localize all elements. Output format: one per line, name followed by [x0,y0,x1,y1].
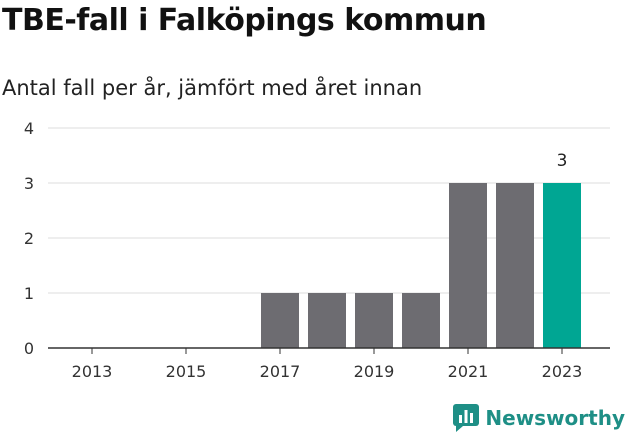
bar [496,183,534,348]
y-tick-label: 0 [24,339,34,358]
brand-logo: Newsworthy [453,403,625,433]
x-tick-label: 2023 [542,362,583,381]
y-tick-label: 3 [24,174,34,193]
bar [355,293,393,348]
x-tick-label: 2019 [354,362,395,381]
bar [543,183,581,348]
bar-chart: 0 1 2 3 4 2013 2015 2017 2019 2021 2023 3 [24,119,610,381]
bar [402,293,440,348]
y-tick-label: 2 [24,229,34,248]
y-tick-label: 4 [24,119,34,138]
data-label: 3 [557,151,568,171]
x-tick-label: 2013 [72,362,113,381]
bar [261,293,299,348]
bar [308,293,346,348]
y-tick-label: 1 [24,284,34,303]
bar [449,183,487,348]
x-tick-label: 2021 [448,362,489,381]
chart-logo-icon [453,404,480,432]
brand-name: Newsworthy [485,406,625,430]
chart-title: TBE-fall i Falköpings kommun [2,3,487,38]
x-tick-label: 2015 [166,362,207,381]
x-tick-label: 2017 [260,362,301,381]
chart-subtitle: Antal fall per år, jämfört med året inna… [2,76,423,100]
